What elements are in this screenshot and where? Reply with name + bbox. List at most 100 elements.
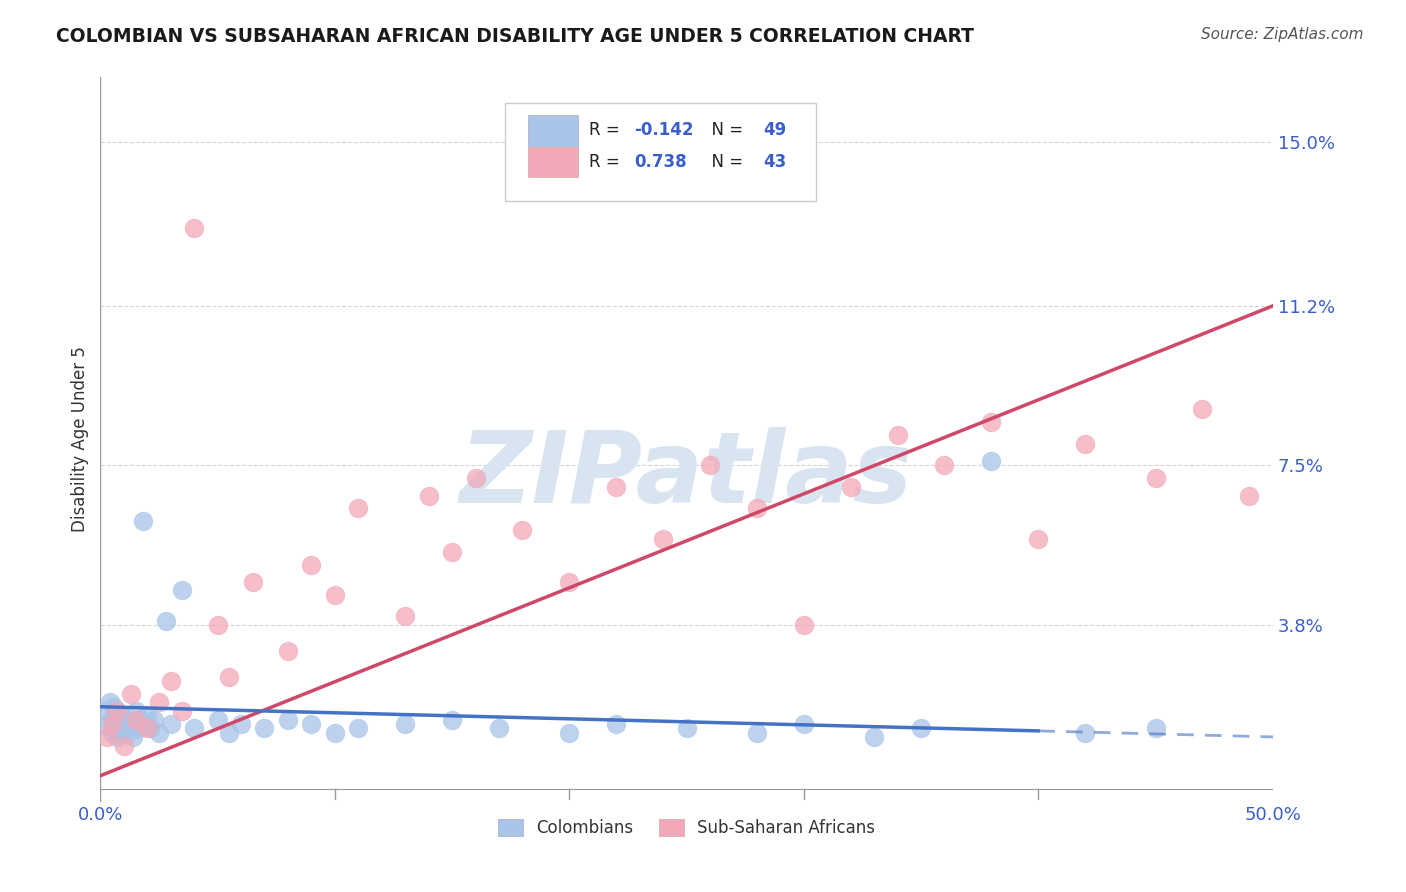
Text: R =: R = xyxy=(589,153,626,171)
Point xyxy=(207,713,229,727)
Point xyxy=(745,501,768,516)
Point xyxy=(138,721,160,735)
Point xyxy=(1309,415,1331,429)
Point xyxy=(1074,437,1097,451)
Text: -0.142: -0.142 xyxy=(634,121,693,139)
Point xyxy=(253,721,276,735)
Point xyxy=(1331,445,1354,459)
Text: 49: 49 xyxy=(763,121,786,139)
Y-axis label: Disability Age Under 5: Disability Age Under 5 xyxy=(72,347,89,533)
Point xyxy=(675,721,697,735)
Text: 0.738: 0.738 xyxy=(634,153,686,171)
Text: ZIPatlas: ZIPatlas xyxy=(460,427,912,524)
Point xyxy=(172,583,194,598)
Point xyxy=(652,532,675,546)
Point xyxy=(103,721,125,735)
Point xyxy=(1026,532,1049,546)
Point xyxy=(745,725,768,739)
Text: COLOMBIAN VS SUBSAHARAN AFRICAN DISABILITY AGE UNDER 5 CORRELATION CHART: COLOMBIAN VS SUBSAHARAN AFRICAN DISABILI… xyxy=(56,27,974,45)
Point xyxy=(934,458,956,473)
Point xyxy=(115,713,138,727)
Point xyxy=(1191,402,1213,417)
Point xyxy=(277,643,299,657)
Point xyxy=(886,428,908,442)
Point xyxy=(1239,489,1261,503)
Point xyxy=(148,695,170,709)
Point xyxy=(136,721,159,735)
Point xyxy=(120,717,142,731)
Point xyxy=(98,695,121,709)
Point xyxy=(218,725,240,739)
Point xyxy=(512,523,534,537)
Point xyxy=(207,618,229,632)
Point xyxy=(172,704,194,718)
Point xyxy=(1144,471,1167,485)
Point xyxy=(136,708,159,723)
Point xyxy=(699,458,721,473)
Point xyxy=(299,558,322,572)
Point xyxy=(323,725,346,739)
Point xyxy=(441,713,464,727)
Point xyxy=(183,721,205,735)
Point xyxy=(418,489,440,503)
Point xyxy=(1074,725,1097,739)
Point xyxy=(127,721,149,735)
Point xyxy=(605,717,627,731)
Point xyxy=(441,544,464,558)
Point xyxy=(105,730,128,744)
Point xyxy=(558,725,581,739)
Text: R =: R = xyxy=(589,121,626,139)
Point xyxy=(1144,721,1167,735)
Point xyxy=(605,480,627,494)
Point xyxy=(980,454,1002,468)
Point xyxy=(159,673,181,688)
Point xyxy=(101,713,124,727)
Point xyxy=(323,588,346,602)
Point xyxy=(394,717,416,731)
Point xyxy=(148,725,170,739)
Point xyxy=(122,730,145,744)
Point xyxy=(134,717,156,731)
Point xyxy=(488,721,510,735)
Point xyxy=(112,739,135,753)
FancyBboxPatch shape xyxy=(529,147,578,178)
Point xyxy=(299,717,322,731)
Point xyxy=(124,704,146,718)
Point xyxy=(105,704,128,718)
Point xyxy=(124,713,146,727)
Point xyxy=(129,713,152,727)
Point xyxy=(101,717,124,731)
Point xyxy=(793,717,815,731)
Point xyxy=(103,699,125,714)
Point xyxy=(558,574,581,589)
Point xyxy=(155,614,177,628)
Point xyxy=(117,725,139,739)
Text: N =: N = xyxy=(700,121,748,139)
Text: N =: N = xyxy=(700,153,748,171)
Point xyxy=(1355,385,1378,400)
Point xyxy=(347,721,370,735)
Point xyxy=(120,687,142,701)
FancyBboxPatch shape xyxy=(529,115,578,145)
Point xyxy=(347,501,370,516)
Point xyxy=(839,480,862,494)
Point xyxy=(112,721,135,735)
Point xyxy=(183,221,205,235)
Point xyxy=(1379,329,1402,343)
Point xyxy=(96,717,118,731)
Point xyxy=(159,717,181,731)
Point xyxy=(131,515,153,529)
Point xyxy=(793,618,815,632)
Point xyxy=(910,721,932,735)
Point xyxy=(464,471,486,485)
Point xyxy=(277,713,299,727)
Point xyxy=(229,717,252,731)
Point xyxy=(94,704,117,718)
Text: 43: 43 xyxy=(763,153,786,171)
Point xyxy=(218,669,240,683)
Point xyxy=(108,717,131,731)
Point xyxy=(96,730,118,744)
Point xyxy=(394,609,416,624)
Point xyxy=(110,708,132,723)
Point xyxy=(143,713,166,727)
